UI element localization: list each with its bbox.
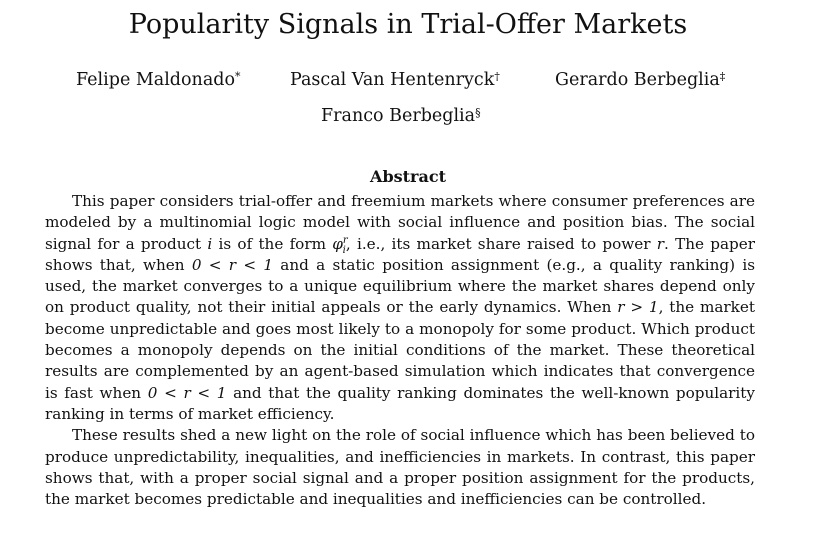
- abstract-text: and a static position assignment (e.g., …: [45, 255, 755, 317]
- abstract-text: This paper considers trial-offer and fre…: [45, 192, 755, 253]
- abstract-heading: Abstract: [370, 167, 446, 186]
- author-1-name: Felipe Maldonado: [76, 70, 235, 90]
- author-3: Gerardo Berbeglia‡: [555, 68, 725, 92]
- math-var-r: r: [656, 234, 664, 253]
- math-condition: 0 < r < 1: [191, 255, 274, 274]
- math-phi-sub: i: [342, 244, 346, 256]
- math-condition: r > 1: [617, 298, 659, 317]
- author-4: Franco Berbeglia§: [321, 104, 481, 128]
- author-3-name: Gerardo Berbeglia: [555, 70, 720, 90]
- abstract-paragraph-1: This paper considers trial-offer and fre…: [45, 191, 755, 425]
- abstract-text: , the market become unpredictable and go…: [45, 298, 755, 402]
- author-1-mark: *: [235, 70, 241, 83]
- author-4-mark: §: [475, 106, 481, 119]
- abstract-body: This paper considers trial-offer and fre…: [45, 191, 755, 510]
- author-2-mark: †: [494, 70, 500, 83]
- math-phi-symbol: φ: [332, 234, 343, 253]
- abstract-text: , i.e., its market share raised to power: [345, 234, 657, 253]
- paper-title: Popularity Signals in Trial-Offer Market…: [128, 9, 688, 40]
- math-phi-sup: r: [342, 234, 348, 246]
- author-1: Felipe Maldonado*: [76, 68, 241, 92]
- math-var-i: i: [207, 234, 213, 253]
- author-4-name: Franco Berbeglia: [321, 106, 476, 126]
- abstract-text: is of the form: [212, 234, 333, 253]
- math-phi: φri: [332, 234, 348, 256]
- math-condition: 0 < r < 1: [147, 383, 227, 402]
- author-3-mark: ‡: [719, 70, 726, 83]
- abstract-text: and that the quality ranking dominates t…: [45, 383, 755, 423]
- abstract-text: . The paper shows that, when: [45, 234, 755, 274]
- author-2-name: Pascal Van Hentenryck: [290, 70, 495, 90]
- author-2: Pascal Van Hentenryck†: [290, 68, 500, 92]
- abstract-paragraph-2: These results shed a new light on the ro…: [45, 426, 755, 509]
